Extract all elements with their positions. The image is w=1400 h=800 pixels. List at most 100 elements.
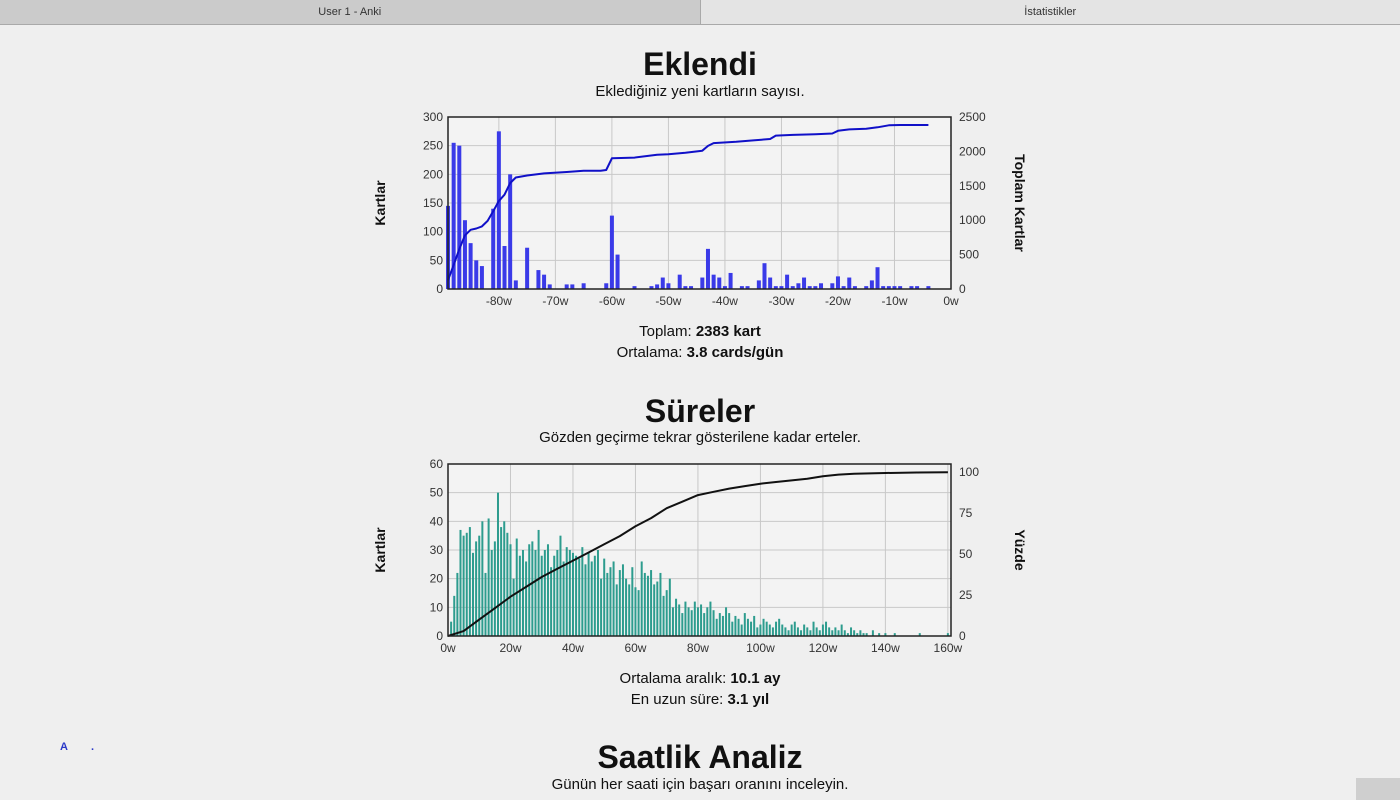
- added-bar: [581, 283, 586, 289]
- intervals-bar: [762, 618, 765, 636]
- added-avg-label: Ortalama:: [616, 344, 683, 361]
- intervals-bar: [800, 630, 803, 636]
- intervals-bar: [884, 633, 887, 636]
- added-y2-tick-label: 0: [959, 282, 966, 296]
- intervals-y-tick-label: 50: [430, 486, 444, 500]
- intervals-bar: [453, 595, 456, 636]
- added-bar: [722, 286, 727, 289]
- intervals-bar: [781, 624, 784, 636]
- intervals-bar: [703, 613, 706, 636]
- added-bar: [570, 284, 575, 289]
- intervals-bar: [456, 572, 459, 636]
- intervals-x-tick-label: 80w: [687, 641, 709, 655]
- intervals-x-tick-label: 60w: [624, 641, 646, 655]
- added-average: Ortalama: 3.8 cards/gün: [0, 344, 1400, 361]
- tab-user-anki[interactable]: User 1 - Anki: [0, 0, 701, 24]
- added-bar: [615, 254, 620, 289]
- intervals-bar: [559, 535, 562, 636]
- intervals-bar: [675, 598, 678, 636]
- intervals-bar: [771, 627, 774, 636]
- intervals-bar: [859, 630, 862, 636]
- added-chart: 0 50 100 150 200 250 300 0 500 1000 1500 2000 2500 -8…: [372, 110, 1028, 308]
- added-bar: [875, 267, 880, 289]
- intervals-bar: [668, 578, 671, 636]
- intervals-bar: [600, 578, 603, 636]
- added-bar: [841, 286, 846, 289]
- intervals-bar: [593, 555, 596, 636]
- intervals-bar: [450, 621, 453, 636]
- added-bar: [542, 274, 547, 289]
- intervals-bar: [628, 584, 631, 636]
- intervals-bar: [590, 561, 593, 636]
- intervals-bar: [637, 590, 640, 636]
- intervals-bar: [528, 544, 531, 636]
- added-bar: [819, 283, 824, 289]
- added-x-tick-label: -10w: [881, 294, 907, 308]
- stray-dot: .: [91, 741, 95, 753]
- added-bar: [898, 286, 903, 289]
- intervals-bar: [621, 564, 624, 636]
- intervals-bar: [734, 615, 737, 636]
- added-subtitle: Eklediğiniz yeni kartların sayısı.: [595, 83, 805, 100]
- added-total: Toplam: 2383 kart: [0, 323, 1400, 340]
- intervals-bar: [696, 607, 699, 636]
- intervals-bar: [806, 627, 809, 636]
- tab-statistics[interactable]: İstatistikler: [700, 0, 1400, 24]
- intervals-bar: [546, 544, 549, 636]
- added-y-tick-label: 250: [423, 139, 443, 153]
- intervals-bar: [825, 621, 828, 636]
- added-bar: [909, 286, 914, 289]
- intervals-bar: [553, 555, 556, 636]
- intervals-bar: [612, 561, 615, 636]
- added-bar: [762, 263, 767, 289]
- added-bar: [632, 286, 637, 289]
- intervals-bar: [831, 630, 834, 636]
- added-bar: [666, 283, 671, 289]
- intervals-bar: [775, 621, 778, 636]
- intervals-bar: [500, 527, 503, 636]
- intervals-bar: [596, 550, 599, 636]
- intervals-bar: [671, 607, 674, 636]
- intervals-bar: [756, 627, 759, 636]
- added-y2-tick-label: 500: [959, 248, 979, 262]
- intervals-bar: [784, 627, 787, 636]
- intervals-bar: [653, 584, 656, 636]
- added-bar: [830, 283, 835, 289]
- intervals-bar: [615, 584, 618, 636]
- intervals-bar: [815, 627, 818, 636]
- added-y-tick-label: 150: [423, 196, 443, 210]
- intervals-bar: [790, 624, 793, 636]
- intervals-bar: [575, 555, 578, 636]
- intervals-bar: [709, 601, 712, 636]
- intervals-bar: [721, 615, 724, 636]
- added-bar: [768, 277, 773, 289]
- intervals-bar: [540, 555, 543, 636]
- hourly-title: Saatlik Analiz: [597, 739, 803, 775]
- added-bar: [717, 277, 722, 289]
- added-bar: [728, 272, 733, 289]
- added-bar: [892, 286, 897, 289]
- intervals-bar: [690, 610, 693, 636]
- intervals-chart: 0 10 20 30 40 50 60 0 25 50 75 100 0w 20w 40w 60w 80w 100…: [372, 457, 1028, 655]
- added-y-axis-label: Kartlar: [372, 180, 388, 226]
- intervals-x-tick-label: 140w: [871, 641, 900, 655]
- added-bar: [847, 277, 852, 289]
- intervals-bar: [856, 633, 859, 636]
- added-bar: [513, 280, 518, 289]
- added-y-tick-label: 300: [423, 110, 443, 124]
- intervals-y-tick-label: 40: [430, 514, 444, 528]
- intervals-bar: [478, 535, 481, 636]
- intervals-bar: [746, 618, 749, 636]
- intervals-bar: [809, 630, 812, 636]
- intervals-bar: [871, 630, 874, 636]
- intervals-bar: [525, 561, 528, 636]
- intervals-plot-frame: [447, 463, 952, 637]
- intervals-bar: [693, 601, 696, 636]
- intervals-bar: [565, 547, 568, 636]
- added-bar: [689, 286, 694, 289]
- added-y2-tick-label: 2500: [959, 110, 986, 124]
- intervals-title: Süreler: [644, 393, 756, 429]
- intervals-bar: [778, 618, 781, 636]
- intervals-bar: [878, 633, 881, 636]
- added-bar: [779, 286, 784, 289]
